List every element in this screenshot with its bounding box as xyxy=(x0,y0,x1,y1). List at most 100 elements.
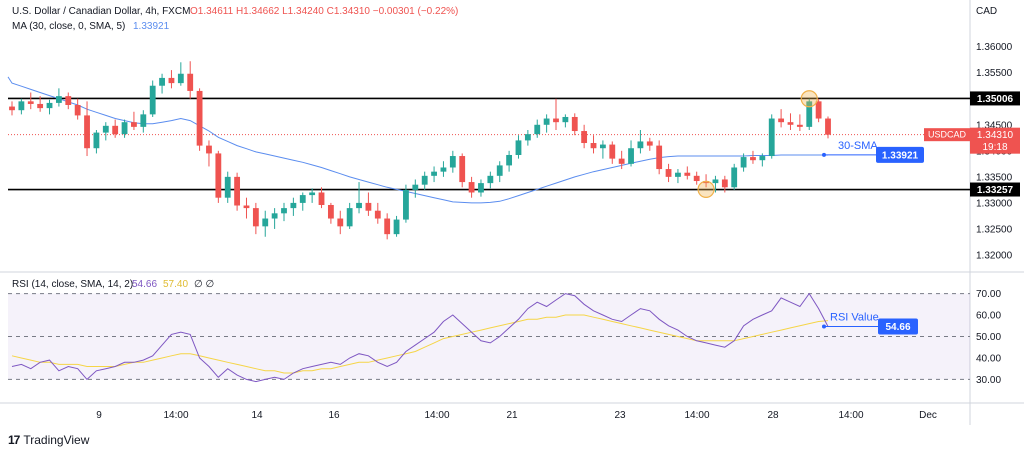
candle xyxy=(149,80,156,117)
candle xyxy=(281,202,287,222)
ma-legend-value: 1.33921 xyxy=(133,21,170,32)
candle xyxy=(318,187,325,209)
candle-body xyxy=(571,116,578,132)
candle-body xyxy=(768,118,775,157)
candle-body xyxy=(787,122,794,125)
candle-body xyxy=(693,175,700,182)
time-tick-label: 23 xyxy=(614,410,626,421)
candle xyxy=(337,210,344,235)
rsi-tick-label: 70.00 xyxy=(976,289,1001,300)
candle-body xyxy=(431,171,437,176)
candle xyxy=(778,109,785,128)
svg-text:USDCAD: USDCAD xyxy=(928,130,967,140)
candle xyxy=(74,98,81,120)
candle xyxy=(684,166,691,180)
candle-body xyxy=(806,101,813,127)
candle xyxy=(243,197,250,219)
candle xyxy=(102,122,109,141)
candle xyxy=(487,171,494,189)
candle-body xyxy=(778,118,785,123)
candle xyxy=(665,163,672,183)
rsi-line[interactable] xyxy=(11,292,829,383)
candle-body xyxy=(74,104,81,116)
candle xyxy=(431,166,437,183)
candle-body xyxy=(206,145,212,154)
candle xyxy=(581,124,588,149)
candle xyxy=(637,129,644,154)
price-tick-label: 1.32500 xyxy=(976,224,1013,235)
candle-body xyxy=(46,102,53,109)
candle xyxy=(384,213,391,240)
candle xyxy=(309,188,316,203)
candle-body xyxy=(515,140,522,155)
candle-body xyxy=(731,167,738,188)
candle xyxy=(327,202,334,224)
price-tick-label: 1.35500 xyxy=(976,68,1013,79)
candle xyxy=(168,70,175,89)
candle-body xyxy=(815,101,822,119)
candle-body xyxy=(290,202,297,209)
candle xyxy=(262,210,269,237)
price-tick-label: 1.34500 xyxy=(976,120,1013,131)
candle xyxy=(46,99,53,115)
ohlc-values: O1.34611 H1.34662 L1.34240 C1.34310 −0.0… xyxy=(190,6,458,17)
candle xyxy=(506,150,513,172)
candle-body xyxy=(506,154,513,166)
candle xyxy=(55,88,62,107)
svg-text:30-SMA: 30-SMA xyxy=(838,140,878,152)
horizontal-levels[interactable] xyxy=(8,97,970,191)
candle xyxy=(365,192,372,216)
rsi-legend-value1: 54.66 xyxy=(132,279,157,290)
candle xyxy=(159,73,165,94)
candle-body xyxy=(403,189,409,220)
candle xyxy=(196,88,203,151)
time-tick-label: 9 xyxy=(96,410,102,421)
candle xyxy=(468,176,475,198)
level-label-upper: 1.35006 xyxy=(970,91,1020,106)
tradingview-logo[interactable]: 17 TradingView xyxy=(8,433,89,447)
time-tick-label: 14:00 xyxy=(163,410,188,421)
candle xyxy=(449,150,456,173)
candle xyxy=(18,98,25,115)
candle-body xyxy=(553,118,559,123)
candle-body xyxy=(609,144,616,159)
time-tick-label: Dec xyxy=(919,410,937,421)
rsi-legend-extra: ∅ ∅ xyxy=(194,279,214,290)
svg-text:19:18: 19:18 xyxy=(982,142,1007,153)
candle-body xyxy=(384,218,391,235)
candle-body xyxy=(187,73,194,91)
candle xyxy=(750,150,756,164)
candle-body xyxy=(374,210,381,219)
price-tick-label: 1.36000 xyxy=(976,42,1013,53)
candle xyxy=(112,119,119,138)
candle xyxy=(421,171,428,190)
candle-body xyxy=(665,169,672,177)
svg-text:1.33921: 1.33921 xyxy=(882,150,919,161)
rsi-ma-line[interactable] xyxy=(11,314,829,374)
candle-body xyxy=(337,218,344,227)
candle xyxy=(252,202,259,235)
candle-body xyxy=(18,101,25,111)
candle xyxy=(9,101,15,116)
candle xyxy=(356,182,362,214)
candle xyxy=(562,114,569,128)
candle-body xyxy=(318,192,325,205)
candles[interactable] xyxy=(9,61,831,240)
candle-body xyxy=(759,156,766,161)
time-tick-label: 16 xyxy=(328,410,340,421)
candle xyxy=(759,153,766,167)
candle xyxy=(271,208,278,229)
candle xyxy=(374,202,381,224)
candle-body xyxy=(102,125,109,133)
sma-annotation: 30-SMA 1.33921 xyxy=(822,140,924,163)
candle xyxy=(478,179,484,197)
candle xyxy=(712,175,719,193)
time-tick-label: 14:00 xyxy=(424,410,449,421)
candle-body xyxy=(271,213,278,219)
chart-frame xyxy=(0,0,1024,425)
candle-body xyxy=(252,208,259,227)
rsi-annotation: RSI Value 54.66 xyxy=(822,312,918,335)
candle xyxy=(628,140,634,167)
candle-body xyxy=(421,175,428,185)
